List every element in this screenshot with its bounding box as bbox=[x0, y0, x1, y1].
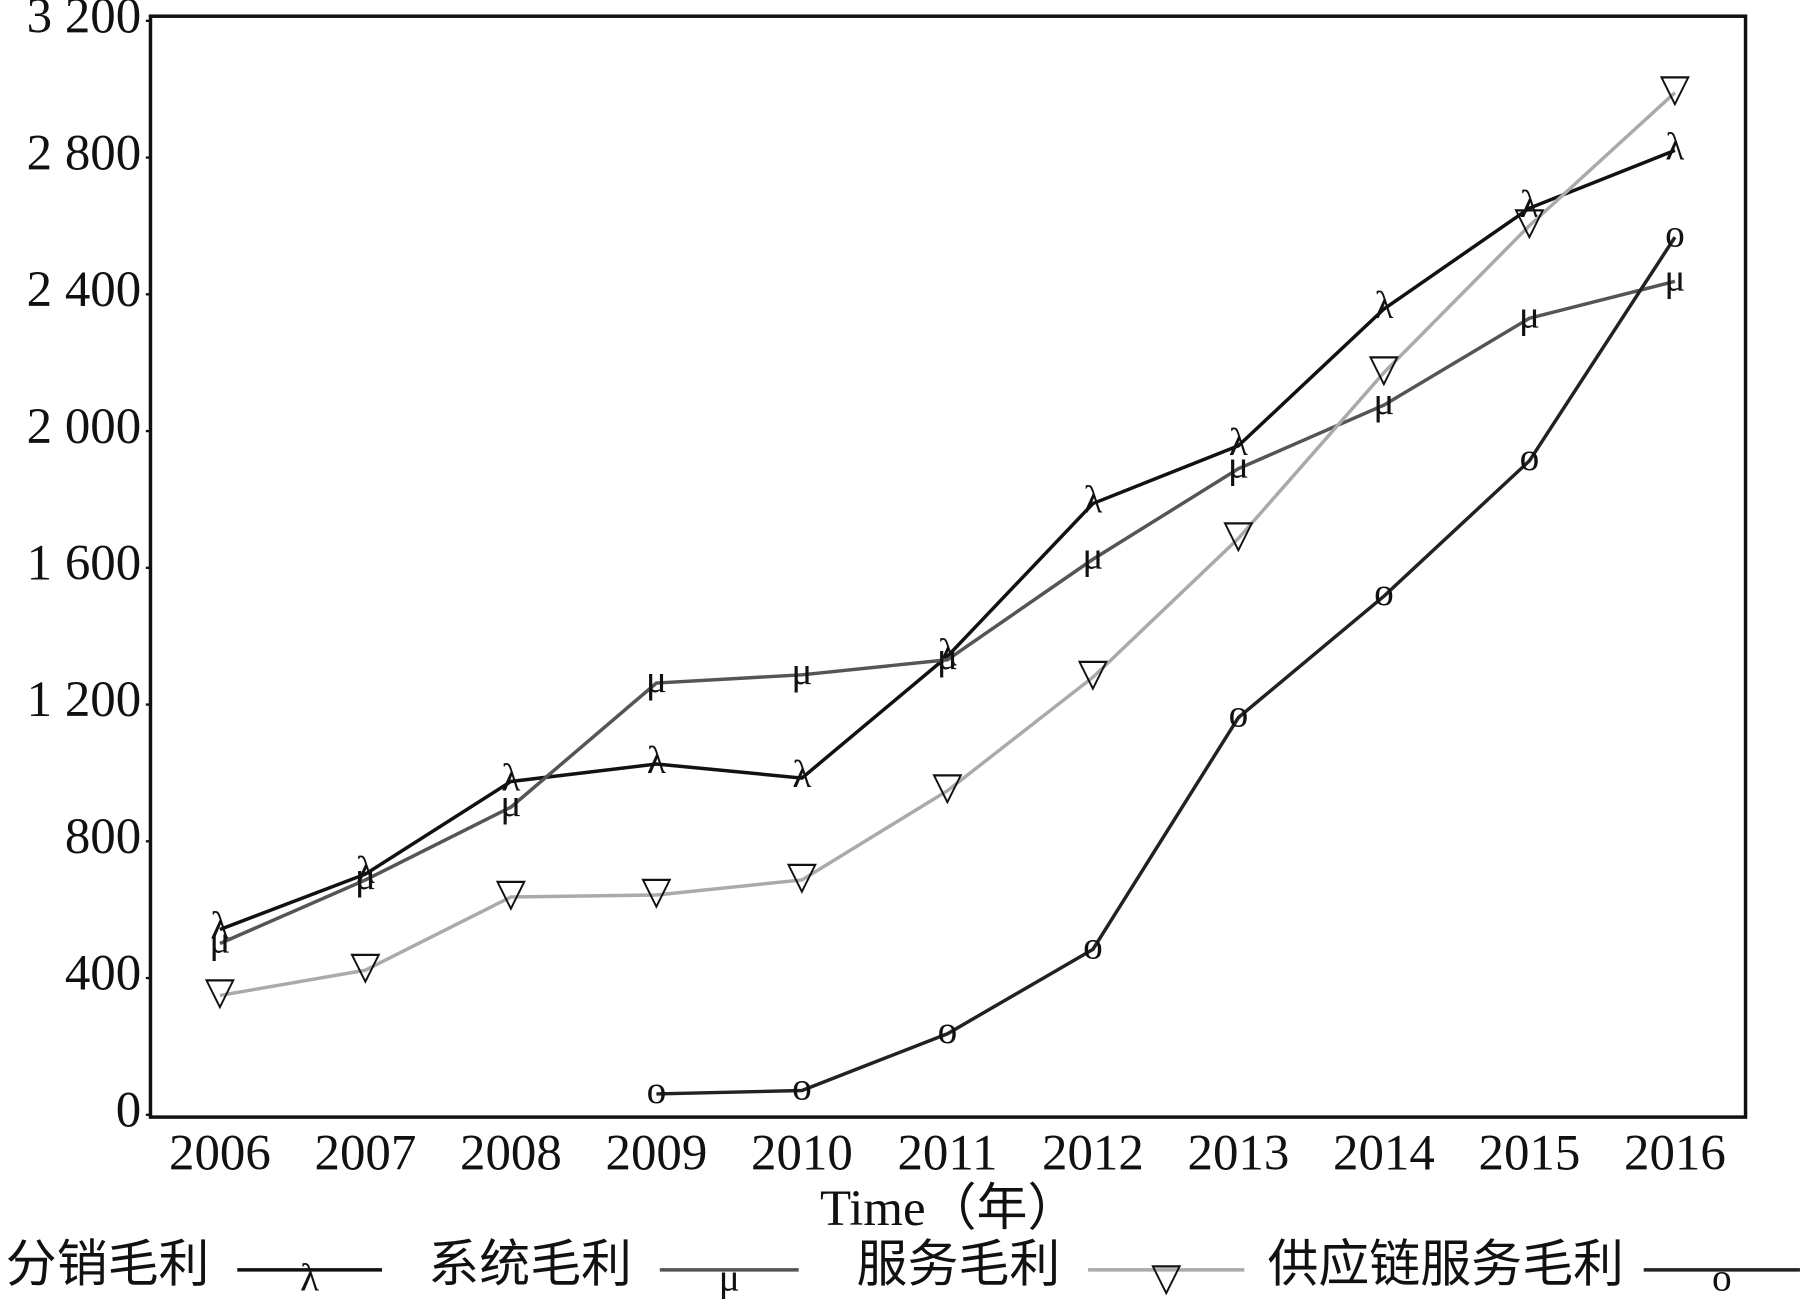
x-tick-label: 2016 bbox=[1624, 1125, 1726, 1181]
point-marker: μ bbox=[1519, 292, 1540, 336]
y-tick-label: 400 bbox=[65, 946, 141, 1002]
legend-marker: λ bbox=[300, 1256, 319, 1300]
point-marker: μ bbox=[355, 854, 376, 898]
point-marker: ▽ bbox=[205, 970, 236, 1014]
legend-label: 分销毛利 bbox=[6, 1238, 210, 1294]
point-marker: o bbox=[792, 1065, 812, 1109]
x-tick-label: 2015 bbox=[1479, 1125, 1581, 1181]
y-tick-label: 1 200 bbox=[27, 672, 142, 728]
point-marker: λ bbox=[647, 738, 666, 782]
x-tick-label: 2010 bbox=[751, 1125, 853, 1181]
point-marker: λ bbox=[501, 756, 520, 800]
point-marker: ▽ bbox=[641, 869, 672, 913]
point-marker: ▽ bbox=[1369, 347, 1400, 391]
point-marker: μ bbox=[937, 634, 958, 678]
point-marker: μ bbox=[1664, 255, 1685, 299]
y-tick-label: 0 bbox=[116, 1082, 141, 1138]
y-tick-label: 800 bbox=[65, 809, 141, 865]
series-line bbox=[219, 91, 1677, 998]
point-marker: o bbox=[1665, 211, 1685, 255]
x-tick-label: 2007 bbox=[315, 1125, 417, 1181]
point-marker: λ bbox=[1520, 182, 1539, 226]
point-marker: o bbox=[1374, 570, 1394, 614]
point-marker: μ bbox=[209, 918, 230, 962]
legend-label: 服务毛利 bbox=[857, 1238, 1061, 1294]
x-tick-label: 2012 bbox=[1042, 1125, 1144, 1181]
point-marker: o bbox=[647, 1068, 667, 1112]
point-marker: λ bbox=[1229, 420, 1248, 464]
x-tick-label: 2006 bbox=[169, 1125, 271, 1181]
x-tick-label: 2013 bbox=[1188, 1125, 1290, 1181]
plot-frame bbox=[148, 14, 1748, 1119]
x-tick-label: 2009 bbox=[606, 1125, 708, 1181]
point-marker: o bbox=[938, 1008, 958, 1052]
legend-marker: ▽ bbox=[1151, 1256, 1182, 1300]
point-marker: μ bbox=[791, 649, 812, 693]
legend-marker: o bbox=[1712, 1256, 1732, 1300]
point-marker: λ bbox=[1374, 283, 1393, 327]
point-marker: ▽ bbox=[1223, 512, 1254, 556]
y-tick-label: 1 600 bbox=[27, 535, 142, 591]
point-marker: μ bbox=[1228, 443, 1249, 487]
point-marker: o bbox=[1520, 435, 1540, 479]
y-tick-label: 2 800 bbox=[27, 125, 142, 181]
point-marker: λ bbox=[1083, 478, 1102, 522]
point-marker: ▽ bbox=[1660, 67, 1691, 111]
point-marker: ▽ bbox=[496, 871, 527, 915]
point-marker: o bbox=[1083, 923, 1103, 967]
series-line bbox=[656, 236, 1677, 1096]
point-marker: μ bbox=[1373, 379, 1394, 423]
point-marker: ▽ bbox=[1078, 651, 1109, 695]
series-line bbox=[219, 279, 1676, 946]
point-marker: ▽ bbox=[350, 944, 381, 988]
legend-label: 系统毛利 bbox=[428, 1238, 632, 1294]
x-tick-label: 2011 bbox=[897, 1125, 997, 1181]
series-line bbox=[219, 148, 1676, 932]
x-axis-label: Time（年） bbox=[820, 1181, 1078, 1237]
y-tick-label: 2 000 bbox=[27, 399, 142, 455]
point-marker: λ bbox=[1665, 124, 1684, 168]
point-marker: λ bbox=[792, 752, 811, 796]
x-tick-label: 2014 bbox=[1333, 1125, 1435, 1181]
point-marker: ▽ bbox=[1514, 200, 1545, 244]
point-marker: o bbox=[1229, 692, 1249, 736]
legend-label: 供应链服务毛利 bbox=[1267, 1238, 1623, 1294]
y-tick-label: 3 200 bbox=[27, 0, 142, 45]
point-marker: μ bbox=[646, 657, 667, 701]
legend-marker: μ bbox=[719, 1256, 740, 1300]
point-marker: μ bbox=[1082, 533, 1103, 577]
x-tick-label: 2008 bbox=[460, 1125, 562, 1181]
point-marker: λ bbox=[210, 904, 229, 948]
point-marker: ▽ bbox=[787, 854, 818, 898]
point-marker: μ bbox=[500, 781, 521, 825]
point-marker: ▽ bbox=[932, 765, 963, 809]
point-marker: λ bbox=[938, 630, 957, 674]
y-tick-label: 2 400 bbox=[27, 262, 142, 318]
